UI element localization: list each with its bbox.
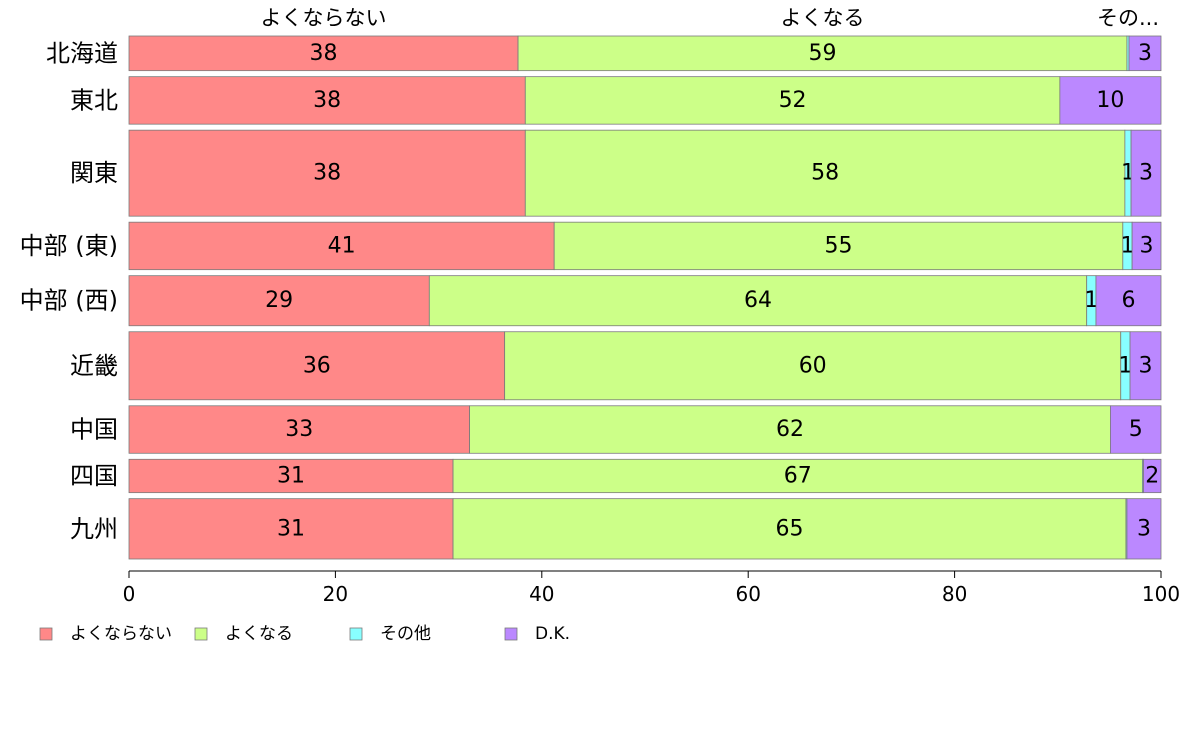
legend-entry: D.K. <box>535 624 570 644</box>
data-label: 5 <box>1129 417 1143 442</box>
column-header: その... <box>1097 6 1159 30</box>
data-label: 38 <box>310 41 338 66</box>
bar-segment <box>1126 498 1162 560</box>
bar-segment <box>1131 221 1162 271</box>
data-label: 29 <box>265 288 293 313</box>
legend-entry: よくなる <box>225 624 293 644</box>
data-label: 36 <box>303 353 331 378</box>
row-label: 近畿 <box>70 352 118 380</box>
legend-swatch <box>349 627 363 641</box>
bar-segment <box>1059 76 1162 125</box>
row-label: 中部 (西) <box>20 287 118 315</box>
row-label: 四国 <box>70 462 118 490</box>
data-label: 1 <box>1120 233 1134 258</box>
legend-entry: その他 <box>380 624 431 644</box>
data-label: 55 <box>825 233 853 258</box>
data-label: 1 <box>1118 353 1132 378</box>
data-label: 3 <box>1140 233 1154 258</box>
bar-segment <box>469 405 1111 454</box>
bar-segment <box>504 331 1122 401</box>
x-tick-label: 0 <box>123 582 136 606</box>
bar-segment <box>524 76 1061 125</box>
data-label: 65 <box>775 516 803 541</box>
bar-segment <box>128 331 506 401</box>
bar-segment <box>128 76 526 125</box>
bar-segment <box>452 458 1143 494</box>
data-label: 2 <box>1145 463 1159 488</box>
data-label: 60 <box>799 353 827 378</box>
data-label: 58 <box>811 161 839 186</box>
data-label: 41 <box>328 233 356 258</box>
data-label: 31 <box>277 516 305 541</box>
x-tick-label: 80 <box>942 582 967 606</box>
x-tick-label: 100 <box>1142 582 1180 606</box>
legend-swatch <box>39 627 53 641</box>
data-label: 38 <box>313 88 341 113</box>
data-label: 67 <box>784 463 812 488</box>
data-label: 64 <box>744 288 772 313</box>
data-label: 31 <box>277 463 305 488</box>
bar-segment <box>128 498 454 560</box>
data-label: 10 <box>1096 88 1124 113</box>
legend-entry: よくならない <box>70 624 172 644</box>
data-label: 3 <box>1139 161 1153 186</box>
row-label: 関東 <box>70 159 118 187</box>
bar-segment <box>553 221 1124 271</box>
bar-segment <box>1143 458 1162 494</box>
data-label: 33 <box>285 417 313 442</box>
bar-segment <box>1129 331 1162 401</box>
bar-segment <box>128 35 519 72</box>
data-label: 59 <box>809 41 837 66</box>
column-header: よくなる <box>781 6 865 30</box>
data-label: 3 <box>1138 41 1152 66</box>
row-label: 北海道 <box>46 39 118 67</box>
bar-segment <box>524 129 1126 217</box>
legend-swatch <box>194 627 208 641</box>
row-label: 九州 <box>70 515 118 543</box>
data-label: 6 <box>1121 288 1135 313</box>
x-tick-label: 20 <box>323 582 348 606</box>
data-label: 62 <box>776 417 804 442</box>
data-label: 1 <box>1084 288 1098 313</box>
row-label: 中部 (東) <box>20 232 118 260</box>
legend-swatch <box>504 627 518 641</box>
bar-segment <box>1128 35 1162 72</box>
x-tick-label: 40 <box>529 582 554 606</box>
data-label: 3 <box>1139 353 1153 378</box>
bar-segment <box>128 221 555 271</box>
bar-segment <box>517 35 1128 72</box>
bar-segment <box>128 405 470 454</box>
data-label: 3 <box>1137 516 1151 541</box>
bar-segment <box>452 498 1127 560</box>
bar-segment <box>1095 275 1162 327</box>
x-tick-label: 60 <box>735 582 760 606</box>
data-label: 38 <box>313 161 341 186</box>
bar-segment <box>1110 405 1162 454</box>
bar-segment <box>128 129 526 217</box>
bar-segment <box>128 275 430 327</box>
row-label: 中国 <box>70 416 118 444</box>
column-header: よくならない <box>261 6 387 30</box>
data-label: 52 <box>779 88 807 113</box>
bar-segment <box>1130 129 1162 217</box>
row-label: 東北 <box>70 86 118 114</box>
